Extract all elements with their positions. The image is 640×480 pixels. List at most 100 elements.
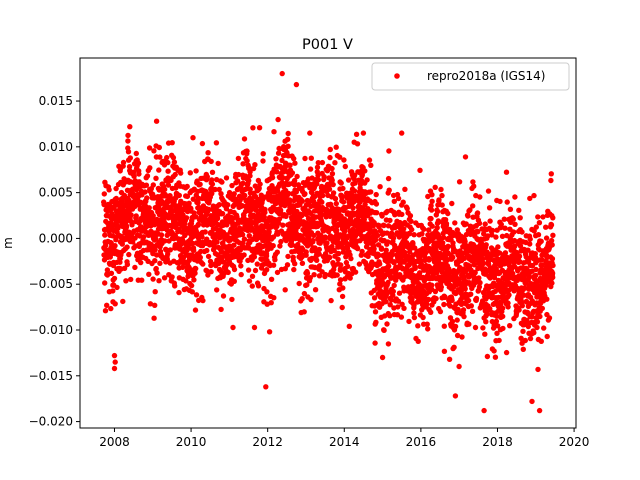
data-point: [390, 235, 397, 241]
data-point: [129, 222, 135, 228]
data-point: [323, 235, 329, 241]
data-point: [320, 192, 326, 199]
data-point: [512, 221, 518, 227]
data-point: [152, 258, 158, 264]
data-point: [147, 301, 154, 307]
y-tick-label: −0.015: [29, 369, 73, 383]
data-point: [502, 250, 509, 256]
data-point: [314, 257, 320, 263]
data-point: [209, 177, 215, 183]
data-point: [139, 277, 145, 283]
data-point: [246, 164, 252, 171]
data-point: [164, 154, 170, 161]
data-point: [428, 203, 434, 209]
data-point: [315, 177, 322, 183]
y-tick-label: −0.005: [29, 277, 73, 291]
data-point: [127, 155, 133, 161]
data-point: [178, 170, 184, 176]
data-point: [255, 283, 262, 289]
data-point: [498, 221, 504, 228]
data-point: [356, 261, 363, 267]
data-point: [450, 254, 456, 261]
data-point: [285, 143, 291, 149]
data-point: [277, 207, 284, 213]
x-tick-label: 2008: [99, 435, 130, 449]
data-point: [520, 328, 526, 334]
data-point: [377, 184, 383, 190]
data-point: [425, 326, 431, 332]
data-point: [101, 191, 108, 197]
data-point: [484, 353, 491, 360]
data-point: [459, 334, 465, 340]
data-point: [495, 244, 501, 250]
data-point: [242, 192, 248, 199]
data-point: [465, 213, 471, 219]
data-point: [386, 263, 392, 269]
data-point: [176, 192, 182, 199]
data-point: [310, 237, 316, 244]
data-point: [193, 168, 199, 174]
data-point: [345, 263, 351, 270]
data-point: [276, 216, 283, 222]
data-point: [452, 248, 459, 254]
data-point: [299, 198, 305, 204]
data-point: [330, 181, 336, 188]
data-point: [238, 271, 244, 278]
data-point: [516, 207, 522, 213]
data-point: [383, 247, 389, 253]
data-point: [165, 251, 171, 257]
data-point: [292, 261, 298, 267]
data-point: [387, 313, 393, 319]
data-point: [143, 182, 150, 188]
data-point: [456, 179, 463, 185]
data-point: [291, 177, 298, 184]
data-point: [186, 200, 192, 206]
data-point: [360, 130, 367, 136]
data-point: [299, 260, 306, 266]
data-point: [266, 229, 272, 235]
data-point: [216, 202, 222, 208]
data-point: [441, 323, 447, 329]
data-point: [384, 230, 390, 236]
data-point: [294, 173, 300, 180]
data-point: [329, 165, 335, 172]
data-point: [381, 222, 387, 229]
data-point: [191, 247, 197, 253]
data-point: [337, 266, 344, 272]
data-point: [397, 272, 403, 278]
data-point: [102, 280, 108, 286]
data-point: [417, 270, 423, 276]
data-point: [165, 168, 171, 174]
data-point: [285, 130, 291, 137]
data-point: [516, 253, 523, 259]
data-point: [548, 222, 555, 228]
data-point: [503, 169, 510, 175]
data-point: [500, 313, 506, 320]
data-point: [226, 189, 233, 196]
data-point: [225, 202, 231, 208]
data-point: [263, 253, 270, 259]
data-point: [526, 274, 533, 280]
data-point: [260, 151, 266, 157]
data-point: [240, 161, 246, 167]
y-tick-label: −0.010: [29, 323, 73, 337]
data-point: [424, 321, 430, 327]
data-point: [338, 262, 344, 268]
data-point: [476, 220, 483, 226]
data-point: [169, 140, 175, 146]
data-point: [467, 263, 473, 269]
data-point: [316, 273, 323, 279]
data-point: [336, 250, 342, 257]
data-point: [548, 237, 555, 244]
data-point: [153, 236, 159, 242]
data-point: [550, 232, 556, 238]
data-point: [239, 231, 246, 238]
data-point: [373, 210, 380, 216]
data-point: [327, 254, 333, 261]
data-point: [379, 213, 385, 219]
data-point: [120, 159, 127, 166]
data-point: [502, 225, 508, 231]
data-point: [495, 323, 501, 329]
data-point: [289, 170, 296, 176]
